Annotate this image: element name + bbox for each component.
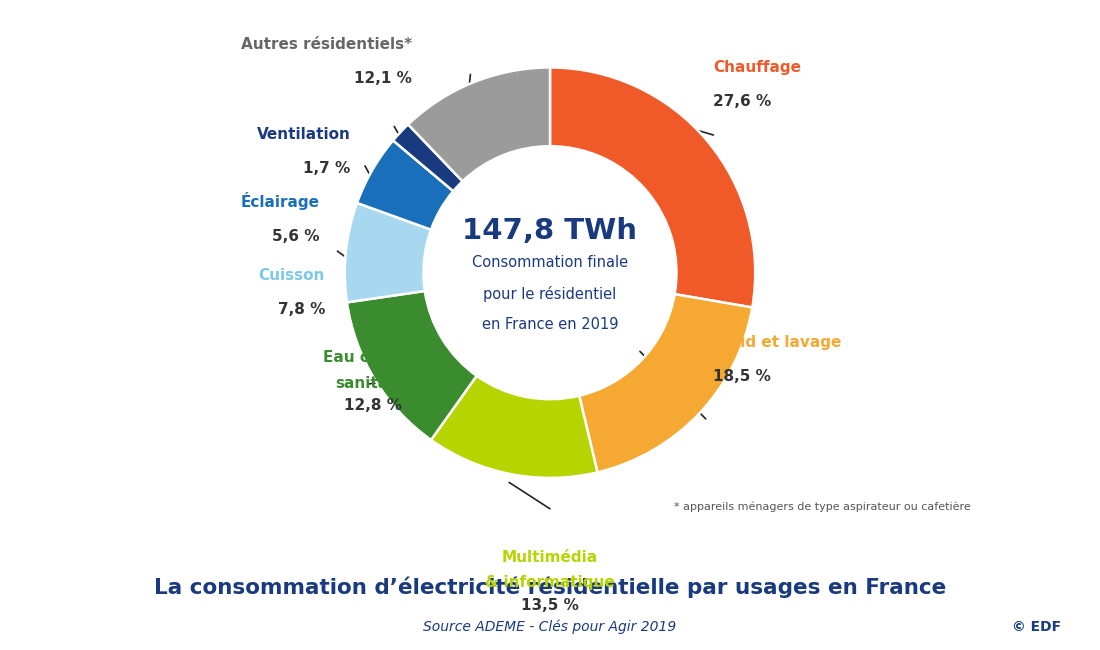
- Text: 5,6 %: 5,6 %: [272, 229, 319, 244]
- Text: 7,8 %: 7,8 %: [277, 302, 326, 317]
- Text: sanitaire: sanitaire: [334, 376, 411, 391]
- Text: Multimédia: Multimédia: [502, 550, 598, 565]
- Wedge shape: [344, 203, 431, 302]
- Text: * appareils ménagers de type aspirateur ou cafetière: * appareils ménagers de type aspirateur …: [673, 501, 970, 512]
- Text: Consommation finale: Consommation finale: [472, 255, 628, 270]
- Text: 13,5 %: 13,5 %: [521, 598, 579, 613]
- Text: Source ADEME - Clés pour Agir 2019: Source ADEME - Clés pour Agir 2019: [424, 620, 676, 634]
- Text: 27,6 %: 27,6 %: [713, 94, 771, 109]
- Text: 12,8 %: 12,8 %: [344, 398, 402, 413]
- Text: Eau chaude: Eau chaude: [323, 350, 422, 365]
- Text: & informatique: & informatique: [485, 575, 615, 590]
- Text: 147,8 TWh: 147,8 TWh: [462, 216, 638, 244]
- Wedge shape: [393, 124, 462, 191]
- Text: Froid et lavage: Froid et lavage: [713, 335, 842, 350]
- Wedge shape: [580, 294, 752, 473]
- Wedge shape: [408, 68, 550, 181]
- Text: Éclairage: Éclairage: [241, 192, 319, 210]
- Text: La consommation d’électricité résidentielle par usages en France: La consommation d’électricité résidentie…: [154, 576, 946, 597]
- Text: Cuisson: Cuisson: [258, 268, 326, 283]
- Text: Chauffage: Chauffage: [713, 60, 801, 75]
- Wedge shape: [358, 140, 453, 229]
- Text: Ventilation: Ventilation: [256, 127, 351, 142]
- Text: 12,1 %: 12,1 %: [354, 72, 412, 86]
- Text: pour le résidentiel: pour le résidentiel: [483, 286, 617, 302]
- Text: © EDF: © EDF: [1012, 620, 1062, 634]
- Wedge shape: [431, 376, 597, 478]
- Wedge shape: [550, 68, 756, 307]
- Text: 18,5 %: 18,5 %: [713, 369, 771, 384]
- Text: en France en 2019: en France en 2019: [482, 317, 618, 332]
- Text: Autres résidentiels*: Autres résidentiels*: [241, 37, 412, 52]
- Wedge shape: [346, 291, 476, 440]
- Text: 1,7 %: 1,7 %: [304, 161, 351, 176]
